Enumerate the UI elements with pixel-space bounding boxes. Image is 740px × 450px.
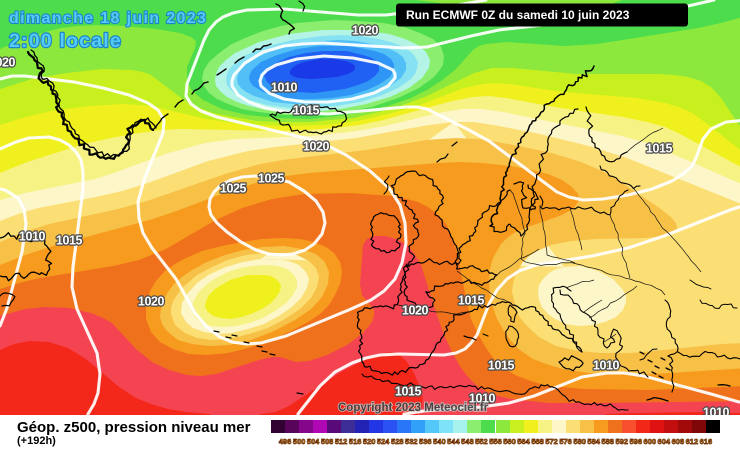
svg-text:1015: 1015 <box>56 234 83 248</box>
svg-text:1020: 1020 <box>138 295 165 309</box>
svg-text:1025: 1025 <box>220 182 247 196</box>
svg-text:2:00 locale: 2:00 locale <box>9 30 122 52</box>
svg-text:dimanche 18 juin 2023: dimanche 18 juin 2023 <box>9 10 207 27</box>
svg-text:1010: 1010 <box>703 406 730 416</box>
svg-text:1015: 1015 <box>458 294 485 308</box>
svg-text:1010: 1010 <box>271 81 298 95</box>
svg-text:Run ECMWF 0Z du samedi 10 juin: Run ECMWF 0Z du samedi 10 juin 2023 <box>406 8 630 22</box>
svg-text:1015: 1015 <box>395 385 422 399</box>
svg-text:Copyright 2023 Meteociel.fr: Copyright 2023 Meteociel.fr <box>338 402 489 414</box>
svg-text:1015: 1015 <box>646 142 673 156</box>
svg-text:1020: 1020 <box>303 140 330 154</box>
svg-text:1010: 1010 <box>469 392 496 406</box>
svg-text:1020: 1020 <box>352 24 379 38</box>
svg-text:1020: 1020 <box>402 304 429 318</box>
svg-text:1015: 1015 <box>488 359 515 373</box>
svg-text:1020: 1020 <box>0 56 16 70</box>
svg-text:1010: 1010 <box>593 359 620 373</box>
svg-text:1010: 1010 <box>19 230 46 244</box>
svg-text:1015: 1015 <box>293 104 320 118</box>
svg-text:1025: 1025 <box>258 172 285 186</box>
